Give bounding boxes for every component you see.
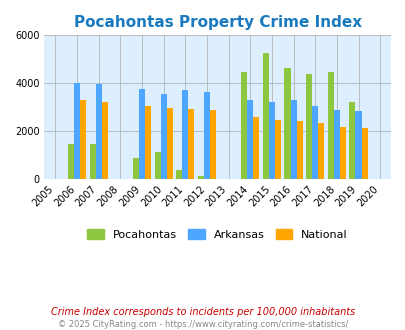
Bar (253, 117, 259, 179)
Bar (74, 83, 80, 179)
Bar (90, 144, 95, 179)
Bar (145, 107, 151, 179)
Bar (296, 121, 302, 179)
Text: © 2025 CityRating.com - https://www.cityrating.com/crime-statistics/: © 2025 CityRating.com - https://www.city… (58, 320, 347, 329)
Bar (154, 152, 160, 179)
Bar (160, 94, 166, 179)
Title: Pocahontas Property Crime Index: Pocahontas Property Crime Index (73, 15, 361, 30)
Text: Crime Index corresponds to incidents per 100,000 inhabitants: Crime Index corresponds to incidents per… (51, 307, 354, 317)
Bar (284, 68, 290, 179)
Bar (305, 74, 311, 179)
Bar (268, 102, 274, 179)
Bar (132, 158, 139, 179)
Bar (247, 100, 253, 179)
Bar (166, 108, 172, 179)
Bar (274, 120, 280, 179)
Bar (327, 72, 333, 179)
Bar (209, 110, 215, 179)
Bar (241, 72, 247, 179)
Bar (197, 176, 203, 179)
Bar (80, 100, 86, 179)
Bar (339, 127, 345, 179)
Bar (68, 144, 74, 179)
Bar (361, 128, 367, 179)
Bar (139, 88, 145, 179)
Bar (176, 170, 182, 179)
Bar (95, 84, 101, 179)
Bar (290, 100, 296, 179)
Bar (311, 106, 318, 179)
Legend: Pocahontas, Arkansas, National: Pocahontas, Arkansas, National (83, 225, 352, 245)
Bar (101, 102, 107, 179)
Bar (203, 92, 209, 179)
Bar (318, 122, 324, 179)
Bar (333, 110, 339, 179)
Bar (349, 102, 355, 179)
Bar (188, 109, 194, 179)
Bar (182, 90, 188, 179)
Bar (262, 52, 268, 179)
Bar (355, 111, 361, 179)
